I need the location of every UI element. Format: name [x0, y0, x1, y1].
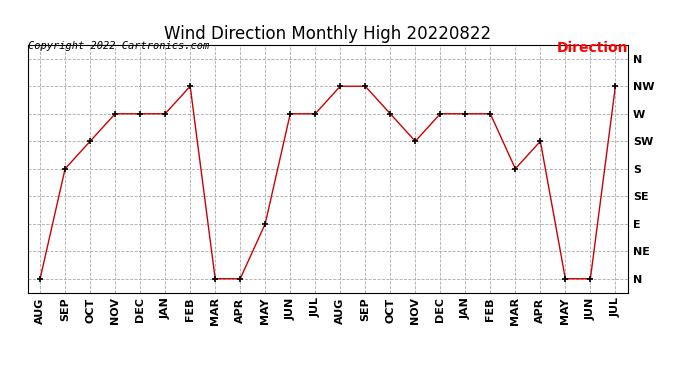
Text: Direction: Direction [556, 41, 628, 55]
Text: Copyright 2022 Cartronics.com: Copyright 2022 Cartronics.com [28, 41, 209, 51]
Title: Wind Direction Monthly High 20220822: Wind Direction Monthly High 20220822 [164, 26, 491, 44]
